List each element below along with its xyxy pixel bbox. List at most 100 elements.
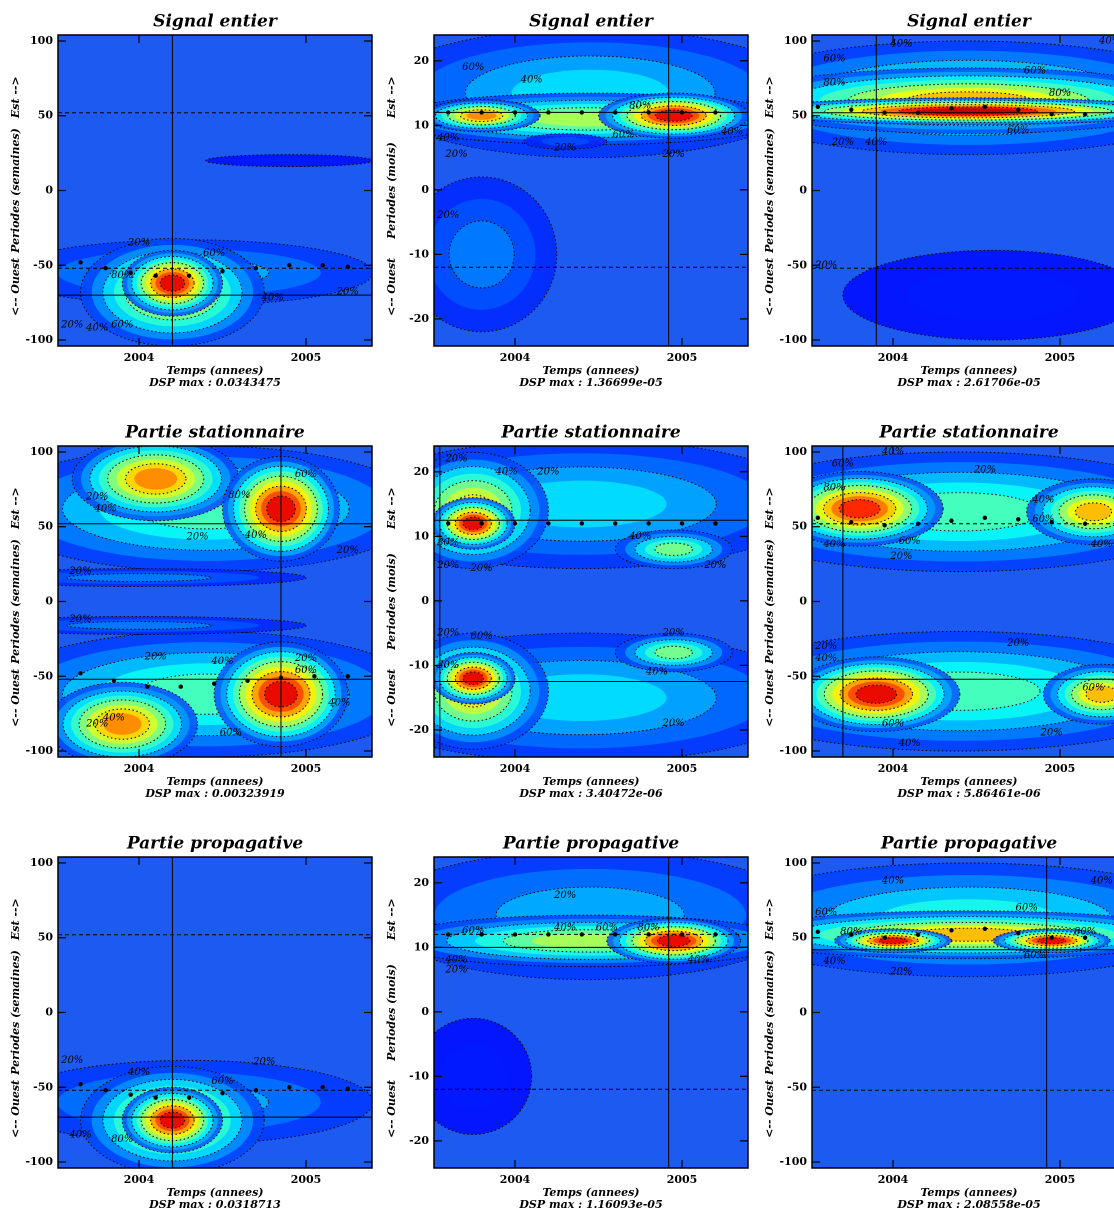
contour-label: 80%	[638, 922, 660, 933]
ridge-point	[128, 270, 133, 275]
y-axis-label-east: Est -->	[9, 76, 22, 119]
y-tick-label: 50	[38, 931, 54, 944]
contour-label: 60%	[596, 922, 618, 933]
y-tick-label: -100	[25, 333, 53, 346]
y-axis-label: Periodes (semaines)	[9, 128, 22, 254]
caption: DSP max : 2.08558e-05	[896, 1198, 1040, 1211]
contour-label: 20%	[336, 545, 359, 556]
x-tick-label: 2004	[500, 762, 531, 775]
ridge-point	[312, 674, 317, 679]
x-tick-label: 2005	[291, 762, 322, 775]
y-axis-label: Periodes (mois)	[385, 553, 398, 651]
panel-title: Partie propagative	[502, 834, 680, 854]
plot-area: 20% 40% 20% 60% 40% 80%	[58, 857, 372, 1168]
contour-region	[103, 713, 142, 735]
ridge-point	[982, 104, 988, 109]
contour-label: 20%	[444, 149, 467, 160]
ridge-point	[713, 521, 718, 526]
ridge-point	[211, 681, 217, 686]
contour-label: 40%	[645, 666, 668, 677]
y-tick-label: -50	[33, 1080, 53, 1093]
y-tick-label: -100	[779, 744, 807, 757]
contour-region	[838, 499, 881, 519]
contour-label: 40%	[1031, 494, 1054, 505]
x-tick-label: 2004	[878, 351, 909, 364]
y-tick-label: -50	[787, 669, 807, 682]
y-tick-label: 0	[421, 1005, 429, 1018]
caption: DSP max : 3.40472e-06	[518, 787, 663, 800]
y-axis-label: Periodes (semaines)	[763, 128, 776, 254]
ridge-point	[220, 1091, 225, 1096]
x-axis-label: Temps (annees)	[167, 775, 264, 788]
contour-region	[66, 621, 212, 630]
contour-label: 60%	[882, 719, 904, 730]
x-tick-label: 2004	[878, 1173, 909, 1186]
caption: DSP max : 2.61706e-05	[896, 376, 1040, 389]
contour-label: 40%	[85, 323, 108, 334]
plot-area: 60%80%40%20%40%60%60%20%40% 40%20%40%20%6…	[812, 446, 1114, 757]
ridge-point	[849, 932, 854, 937]
contour-label: 40%	[889, 38, 912, 49]
contour-region	[439, 1042, 507, 1110]
ridge-point	[949, 106, 954, 111]
contour-label: 60%	[295, 665, 317, 676]
y-tick-label: 0	[799, 595, 807, 608]
ridge-point	[815, 929, 821, 934]
ridge-point	[613, 521, 618, 526]
contour-label: 60%	[1024, 950, 1046, 961]
ridge-point	[103, 1088, 108, 1093]
x-axis-label: Temps (annees)	[543, 364, 640, 377]
x-tick-label: 2005	[1045, 1173, 1076, 1186]
panel-title: Partie stationnaire	[500, 423, 681, 443]
y-axis-label-east: Est -->	[763, 76, 776, 119]
y-tick-label: -20	[409, 723, 429, 736]
contour-label: 20%	[436, 560, 459, 571]
contour-label: 80%	[840, 926, 862, 937]
contour-label: 20%	[889, 551, 912, 562]
contour-label: 40%	[261, 293, 284, 304]
panel-title: Partie stationnaire	[878, 423, 1059, 443]
contour-label: 20%	[85, 719, 108, 730]
x-tick-label: 2004	[878, 762, 909, 775]
contour-label: 40%	[864, 137, 887, 148]
ridge-point	[1016, 517, 1021, 522]
contour-label: 60%	[462, 62, 484, 73]
contour-label: 20%	[68, 566, 91, 577]
ridge-point	[153, 273, 158, 278]
contour-label: 40%	[68, 1130, 91, 1141]
contour-label: 20%	[252, 1056, 275, 1067]
contour-label: 40%	[1090, 875, 1113, 886]
contour-label: 80%	[823, 77, 845, 88]
contour-region	[241, 157, 338, 165]
y-axis-label-east: Est -->	[763, 898, 776, 941]
ridge-point	[128, 1092, 133, 1097]
y-tick-label: -10	[409, 658, 429, 671]
y-tick-label: 0	[45, 1006, 53, 1019]
y-tick-label: -50	[33, 669, 53, 682]
contour-label: 20%	[68, 614, 91, 625]
caption: DSP max : 1.16093e-05	[518, 1198, 662, 1211]
ridge-point	[679, 521, 685, 526]
ridge-point	[949, 518, 954, 523]
ridge-point	[579, 521, 585, 526]
ridge-point	[78, 260, 83, 265]
contour-label: 40%	[687, 955, 710, 966]
y-tick-label: -100	[779, 1155, 807, 1168]
contour-region	[656, 934, 691, 947]
contour-region	[462, 671, 484, 686]
contour-label: 60%	[1082, 683, 1104, 694]
y-tick-label: 0	[45, 184, 53, 197]
contour-label: 80%	[1074, 926, 1096, 937]
y-tick-label: -20	[409, 1134, 429, 1147]
contour-region	[134, 468, 178, 490]
contour-label: 40%	[814, 653, 837, 664]
ridge-point	[479, 521, 484, 526]
contour-label: 20%	[294, 653, 317, 664]
y-tick-label: -10	[409, 1069, 429, 1082]
contour-label: 40%	[327, 698, 350, 709]
y-axis-label-east: Est -->	[385, 898, 398, 941]
contour-label: 20%	[436, 210, 459, 221]
y-tick-label: 100	[30, 34, 53, 47]
contour-label: 60%	[203, 248, 225, 259]
